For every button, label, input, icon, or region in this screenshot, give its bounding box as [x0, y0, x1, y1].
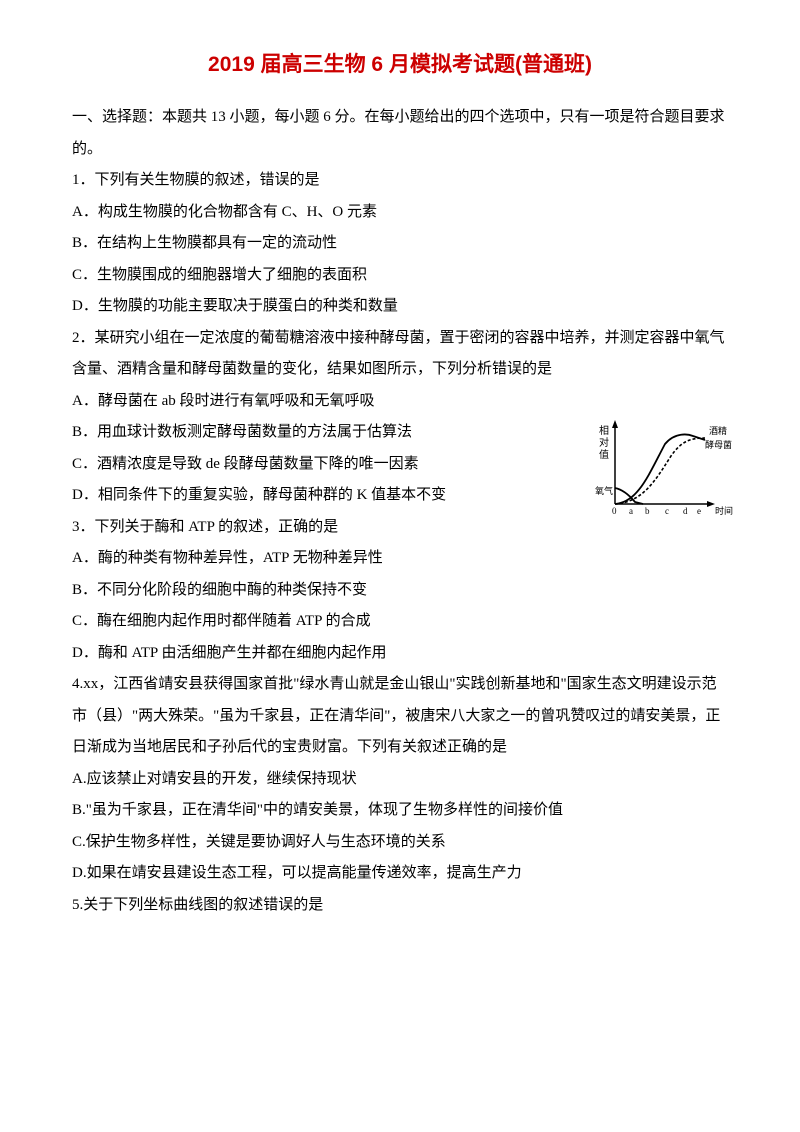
tick-c: c: [665, 506, 669, 516]
q4-option-a: A.应该禁止对靖安县的开发，继续保持现状: [72, 764, 728, 796]
ylabel-3: 值: [599, 448, 609, 461]
q2-option-a: A．酵母菌在 ab 段时进行有氧呼吸和无氧呼吸: [72, 386, 532, 418]
q2-chart: 相 对 值 氧气 酒精 酵母菌 0 a b c d e 时间: [593, 416, 738, 521]
ylabel-1: 相: [599, 424, 609, 437]
q1-option-a: A．构成生物膜的化合物都含有 C、H、O 元素: [72, 197, 728, 229]
x-axis-arrow: [707, 501, 715, 507]
tick-a: a: [629, 506, 633, 516]
q2-stem: 2．某研究小组在一定浓度的葡萄糖溶液中接种酵母菌，置于密闭的容器中培养，并测定容…: [72, 323, 728, 386]
q3-option-c: C．酶在细胞内起作用时都伴随着 ATP 的合成: [72, 606, 728, 638]
legend-alcohol: 酒精: [709, 425, 727, 436]
q4-stem: 4.xx，江西省靖安县获得国家首批"绿水青山就是金山银山"实践创新基地和"国家生…: [72, 669, 728, 764]
q2-options-wrap: 相 对 值 氧气 酒精 酵母菌 0 a b c d e 时间 A．酵母菌在 ab: [72, 386, 728, 512]
q1-stem: 1．下列有关生物膜的叙述，错误的是: [72, 165, 728, 197]
q3-option-d: D．酶和 ATP 由活细胞产生并都在细胞内起作用: [72, 638, 728, 670]
q2-chart-svg: 相 对 值 氧气 酒精 酵母菌 0 a b c d e 时间: [593, 416, 738, 521]
q4-option-c: C.保护生物多样性，关键是要协调好人与生态环境的关系: [72, 827, 728, 859]
tick-e: e: [697, 506, 701, 516]
q3-option-a: A．酶的种类有物种差异性，ATP 无物种差异性: [72, 543, 728, 575]
q5-stem: 5.关于下列坐标曲线图的叙述错误的是: [72, 890, 728, 922]
instructions: 一、选择题：本题共 13 小题，每小题 6 分。在每小题给出的四个选项中，只有一…: [72, 102, 728, 165]
y-axis-arrow: [612, 420, 618, 428]
tick-0: 0: [612, 506, 617, 516]
q1-option-d: D．生物膜的功能主要取决于膜蛋白的种类和数量: [72, 291, 728, 323]
oxygen-label: 氧气: [595, 485, 613, 496]
legend-yeast: 酵母菌: [705, 439, 732, 450]
exam-title: 2019 届高三生物 6 月模拟考试题(普通班): [72, 48, 728, 78]
tick-b: b: [645, 506, 650, 516]
yeast-curve: [615, 434, 705, 504]
q2-option-c: C．酒精浓度是导致 de 段酵母菌数量下降的唯一因素: [72, 449, 532, 481]
q1-option-c: C．生物膜围成的细胞器增大了细胞的表面积: [72, 260, 728, 292]
q3-option-b: B．不同分化阶段的细胞中酶的种类保持不变: [72, 575, 728, 607]
q1-option-b: B．在结构上生物膜都具有一定的流动性: [72, 228, 728, 260]
xlabel: 时间: [715, 505, 733, 516]
ylabel-2: 对: [599, 436, 609, 449]
tick-d: d: [683, 506, 688, 516]
q2-option-b: B．用血球计数板测定酵母菌数量的方法属于估算法: [72, 417, 532, 449]
q4-option-b: B."虽为千家县，正在清华间"中的靖安美景，体现了生物多样性的间接价值: [72, 795, 728, 827]
q4-option-d: D.如果在靖安县建设生态工程，可以提高能量传递效率，提高生产力: [72, 858, 728, 890]
